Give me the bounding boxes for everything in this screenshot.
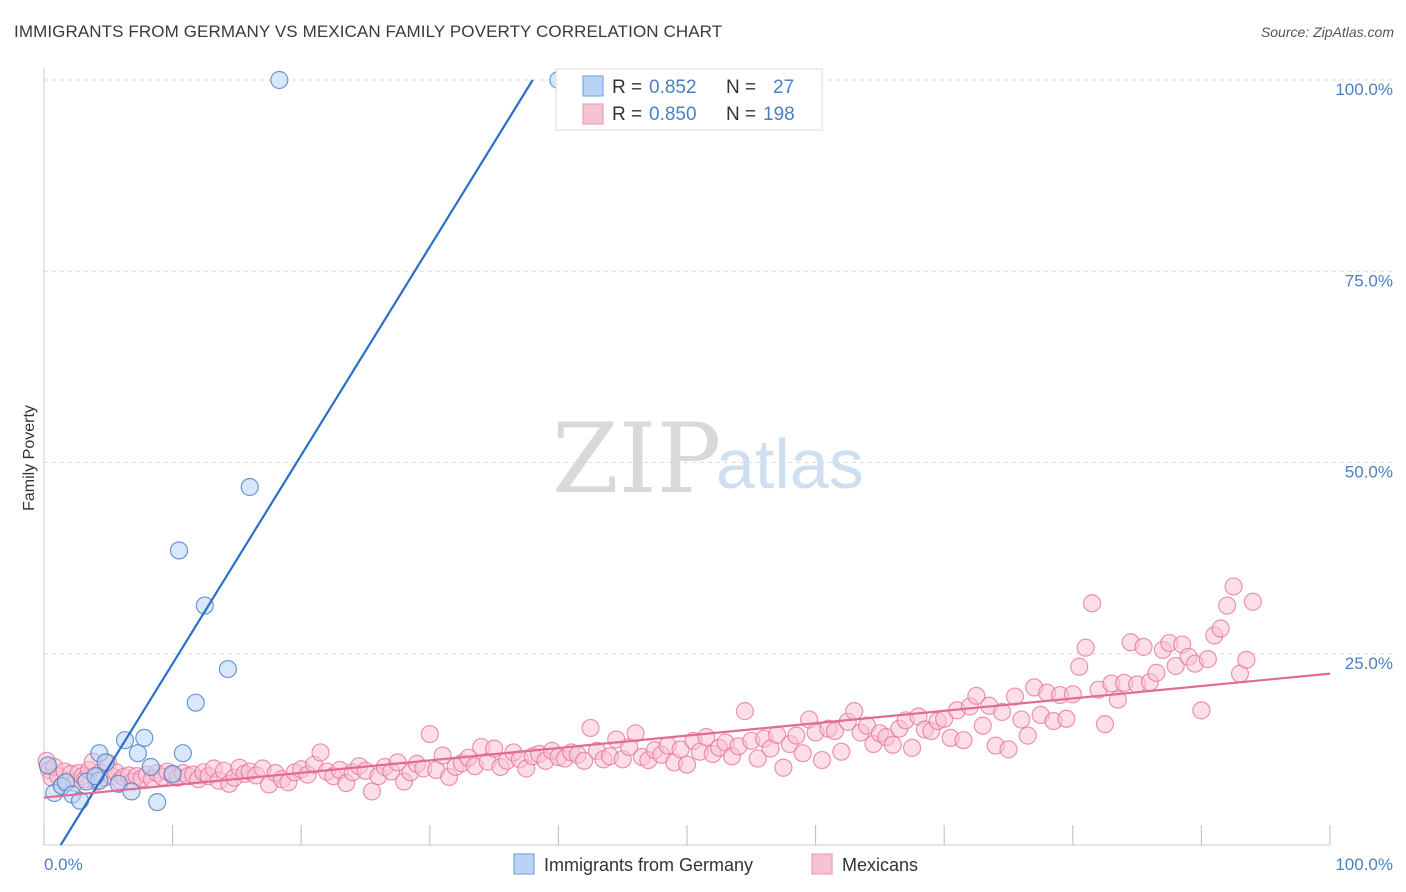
legend-r-value-1: 0.852 [649,77,697,98]
y-tick-label-0: 25.0% [1345,654,1393,673]
series-immigrants-from-germany [38,70,568,812]
point-mexicans-176 [1070,657,1089,676]
point-germany-26 [86,767,105,786]
point-germany-17 [163,764,182,783]
point-mexicans-114 [671,740,690,759]
point-mexicans-139 [832,742,851,761]
point-mexicans-75 [420,724,439,744]
legend-r-label-1: R = [612,77,642,98]
legend-r-label-2: R = [612,104,642,125]
point-mexicans-180 [1095,715,1115,734]
point-germany-13 [128,744,147,763]
point-mexicans-133 [793,744,812,763]
point-mexicans-186 [1134,637,1153,656]
point-mexicans-138 [825,721,844,741]
point-mexicans-195 [1192,701,1211,720]
point-mexicans-164 [992,702,1012,721]
y-tick-labels: 25.0% 50.0% 75.0% 100.0% [1335,80,1393,673]
point-mexicans-161 [973,716,992,735]
chart-title: IMMIGRANTS FROM GERMANY VS MEXICAN FAMIL… [14,22,723,41]
point-mexicans-191 [1166,656,1185,676]
trendline-mexicans [43,672,1331,799]
point-germany-21 [195,596,214,615]
point-mexicans-66 [362,782,382,801]
point-mexicans-174 [1057,709,1076,728]
point-mexicans-196 [1198,650,1217,669]
legend-n-label-1: N = [726,77,756,98]
legend-swatch-blue [582,75,604,97]
point-mexicans-200 [1224,577,1243,596]
point-mexicans-130 [774,758,793,777]
y-tick-label-1: 50.0% [1345,463,1393,482]
point-mexicans-124 [735,702,754,721]
point-germany-18 [169,541,189,560]
point-germany-14 [135,728,154,748]
point-germany-20 [186,693,205,712]
point-mexicans-198 [1211,619,1230,638]
watermark: ZIP atlas [552,403,864,515]
series-legend: Immigrants from Germany Mexicans [513,853,918,875]
watermark-zip: ZIP [552,403,721,515]
point-mexicans-202 [1237,650,1256,669]
point-mexicans-160 [967,686,986,705]
point-mexicans-115 [677,755,697,774]
correlation-legend: R = 0.852 N = 27 R = 0.850 N = 198 [555,68,823,131]
bottom-legend-label-mexicans: Mexicans [842,855,918,875]
point-mexicans-167 [1012,710,1031,729]
legend-swatch-pink [582,103,604,125]
point-germany-16 [148,793,167,812]
y-tick-label-3: 100.0% [1335,80,1393,99]
point-germany-23 [240,477,259,497]
point-germany-22 [218,659,237,679]
bottom-legend-swatch-blue [513,853,535,875]
point-mexicans-175 [1063,685,1082,704]
point-mexicans-165 [999,740,1018,759]
bottom-legend-swatch-pink [811,853,833,875]
point-mexicans-58 [311,743,330,762]
x-tick-labels: 0.0% 100.0% [44,855,1393,874]
y-axis-label: Family Poverty [21,405,38,511]
point-mexicans-100 [581,718,600,738]
trendline-germany [59,79,534,846]
point-germany-24 [270,70,289,90]
point-mexicans-188 [1147,663,1166,682]
legend-n-label-2: N = [726,104,756,125]
point-mexicans-107 [626,724,645,743]
bottom-legend-label-germany: Immigrants from Germany [544,855,753,875]
trendlines [43,79,1331,846]
point-mexicans-203 [1243,592,1262,611]
point-mexicans-158 [954,731,973,750]
point-mexicans-132 [787,726,806,745]
gridlines [44,79,1394,655]
series-mexicans [37,577,1262,801]
point-mexicans-177 [1076,638,1095,657]
point-germany-0 [38,756,57,775]
point-germany-12 [122,782,141,801]
point-mexicans-136 [812,750,832,770]
point-mexicans-150 [902,738,922,757]
source-label: Source: ZipAtlas.com [1260,24,1394,40]
legend-n-value-2: 198 [763,104,795,125]
legend-r-value-2: 0.850 [649,104,697,125]
point-mexicans-126 [748,749,767,768]
point-germany-15 [141,757,160,777]
legend-n-value-1: 27 [773,77,794,98]
point-mexicans-168 [1018,726,1037,745]
point-mexicans-147 [883,735,902,754]
watermark-atlas: atlas [716,425,864,503]
x-tick-label-1: 100.0% [1335,855,1393,874]
x-tick-label-0: 0.0% [44,855,83,874]
y-tick-label-2: 75.0% [1345,271,1393,290]
axes [43,68,1331,846]
point-mexicans-99 [575,751,594,770]
point-mexicans-141 [845,702,864,721]
point-mexicans-178 [1082,594,1102,613]
point-germany-19 [173,744,192,763]
point-mexicans-199 [1218,596,1237,615]
